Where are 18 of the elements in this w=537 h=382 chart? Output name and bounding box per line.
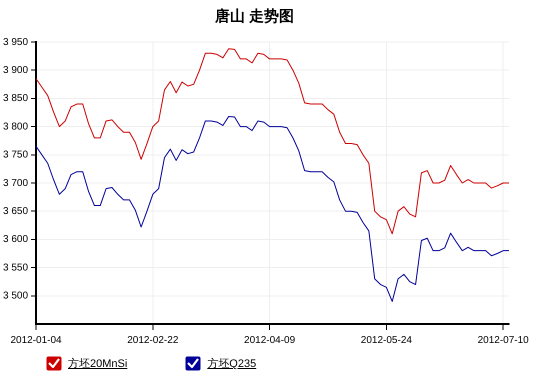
y-tick-label: 3 700	[2, 178, 28, 189]
y-tick-label: 3 650	[2, 206, 28, 217]
x-tick-label: 2012-04-09	[244, 334, 296, 346]
x-tick-label: 2012-02-22	[127, 334, 179, 346]
y-tick-label: 3 800	[2, 121, 28, 132]
y-tick-label: 3 550	[2, 262, 28, 274]
x-tick-label: 2012-07-10	[478, 334, 530, 346]
legend-label: 方坯Q235	[207, 356, 256, 371]
y-tick-label: 3 500	[2, 290, 28, 302]
y-tick-label: 3 900	[2, 64, 28, 76]
legend-label: 方坯20MnSi	[68, 356, 128, 371]
y-tick-label: 3 850	[2, 93, 28, 104]
x-tick-label: 2012-05-24	[360, 334, 412, 346]
chart-title: 唐山 走势图	[214, 7, 294, 26]
y-tick-label: 3 950	[2, 36, 28, 48]
x-tick-label: 2012-01-04	[10, 334, 62, 346]
y-tick-label: 3 600	[2, 234, 28, 246]
y-tick-label: 3 750	[2, 150, 28, 161]
